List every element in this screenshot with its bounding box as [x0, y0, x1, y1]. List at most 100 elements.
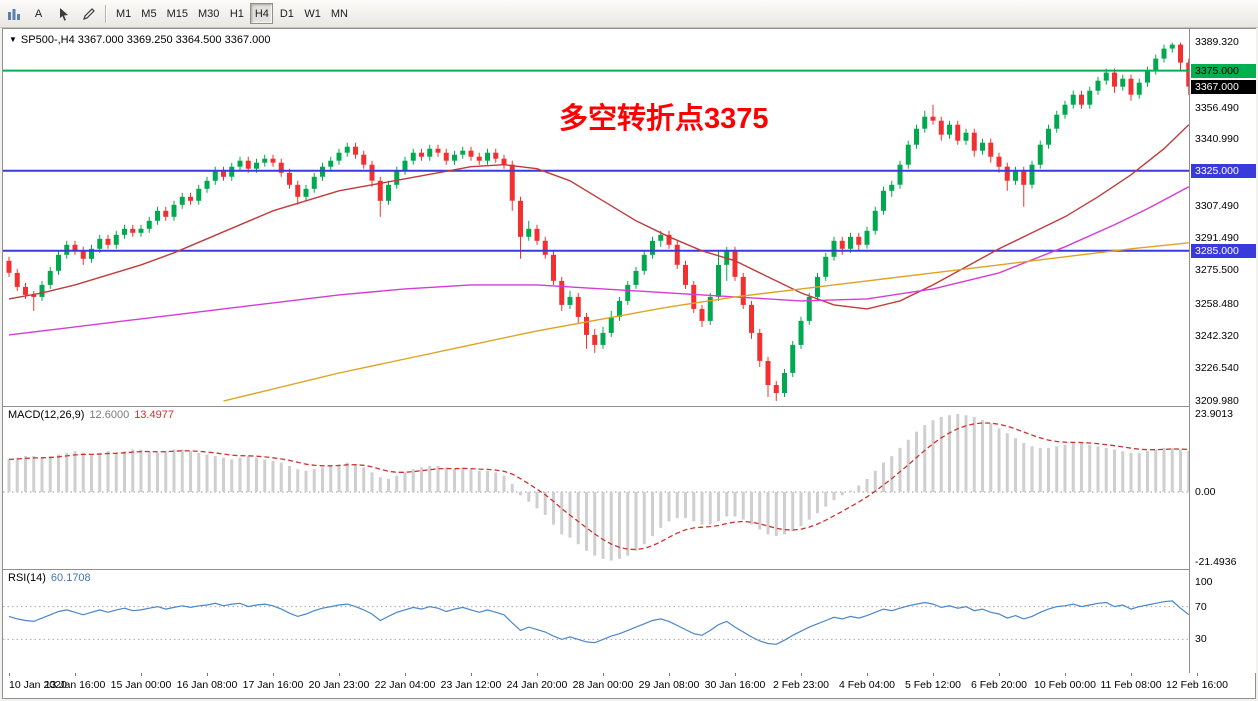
time-tick-label: 2 Feb 23:00 — [772, 679, 830, 691]
macd-panel[interactable] — [3, 406, 1191, 574]
time-tick-mark — [867, 673, 868, 676]
cursor-tool-button[interactable] — [52, 3, 75, 24]
time-tick-mark — [471, 673, 472, 676]
time-tick-mark — [1065, 673, 1066, 676]
draw-tool-button[interactable] — [77, 3, 100, 24]
price-panel[interactable] — [3, 29, 1192, 411]
price-level-badge-3375[interactable]: 3375.000 — [1191, 64, 1256, 78]
macd-label: MACD(12,26,9) 12.6000 13.4977 — [8, 409, 174, 421]
timeframe-button-d1[interactable]: D1 — [275, 3, 298, 24]
time-tick-label: 23 Jan 12:00 — [440, 679, 502, 691]
time-tick-mark — [1197, 673, 1198, 676]
timeframe-button-mn[interactable]: MN — [327, 3, 352, 24]
time-tick-mark — [207, 673, 208, 676]
time-tick-label: 20 Jan 23:00 — [308, 679, 370, 691]
price-tick-label: 3209.980 — [1195, 395, 1239, 408]
timeframe-button-w1[interactable]: W1 — [300, 3, 325, 24]
timeframe-button-h4[interactable]: H4 — [250, 3, 274, 24]
ma-magenta — [8, 186, 1190, 336]
chart-annotation-text[interactable]: 多空转折点3375 — [559, 103, 769, 135]
time-tick-label: 4 Feb 04:00 — [838, 679, 896, 691]
time-tick-label: 11 Feb 08:00 — [1100, 679, 1162, 691]
rsi-tick-label: 100 — [1195, 576, 1213, 588]
time-tick-label: 6 Feb 20:00 — [970, 679, 1028, 691]
macd-histogram-chart[interactable] — [3, 406, 1191, 569]
time-tick-mark — [999, 673, 1000, 676]
time-tick-label: 28 Jan 00:00 — [572, 679, 634, 691]
rsi-tick-label: 70 — [1195, 600, 1207, 613]
current-price-badge[interactable]: 3367.000 — [1191, 80, 1256, 94]
time-tick-mark — [405, 673, 406, 676]
price-tick-label: 3356.490 — [1195, 101, 1239, 114]
timeframe-button-h1[interactable]: H1 — [225, 3, 248, 24]
time-tick-label: 10 Jan 2020 — [9, 679, 67, 691]
rsi-line — [8, 600, 1190, 645]
charts-icon — [7, 8, 20, 20]
time-tick-mark — [933, 673, 934, 676]
price-tick-label: 3307.490 — [1195, 199, 1239, 212]
timeframe-toolbar: M1 M5 M15 M30 H1 H4 D1 W1 MN — [111, 3, 353, 24]
time-tick-label: 10 Feb 00:00 — [1034, 679, 1096, 691]
price-axis[interactable]: 3389.320 3356.490 3340.990 3307.490 3291.490… — [1189, 29, 1256, 673]
price-tick-label: 3275.500 — [1195, 263, 1239, 276]
chart-title: SP500-,H4 3367.000 3369.250 3364.500 336… — [9, 34, 271, 46]
time-tick-mark — [141, 673, 142, 676]
price-tick-label: 3389.320 — [1195, 35, 1239, 48]
time-tick-mark — [75, 673, 76, 676]
rsi-chart[interactable] — [3, 569, 1190, 673]
chart-menu-arrow-icon[interactable] — [9, 34, 21, 46]
macd-tick-label: 23.9013 — [1195, 407, 1233, 420]
chart-title-text: SP500-,H4 3367.000 3369.250 3364.500 336… — [20, 34, 271, 46]
cursor-icon — [59, 7, 68, 21]
macd-signal-line — [8, 422, 1189, 551]
price-tick-label: 3242.320 — [1195, 330, 1239, 343]
time-tick-label: 12 Feb 16:00 — [1166, 679, 1228, 691]
time-tick-mark — [669, 673, 670, 676]
panel-separator[interactable] — [3, 406, 1255, 407]
text-tool-button[interactable]: A — [27, 3, 50, 24]
time-tick-label: 17 Jan 16:00 — [242, 679, 304, 691]
price-level-badge-3285[interactable]: 3285.000 — [1191, 244, 1256, 258]
timeframe-button-m1[interactable]: M1 — [112, 3, 135, 24]
charts-icon-button[interactable] — [2, 3, 25, 24]
timeframe-button-m15[interactable]: M15 — [163, 3, 192, 24]
time-tick-mark — [603, 673, 604, 676]
pencil-icon — [82, 7, 95, 20]
price-tick-label: 3291.490 — [1195, 231, 1239, 244]
time-tick-label: 16 Jan 08:00 — [176, 679, 238, 691]
macd-name: MACD(12,26,9) — [8, 409, 85, 421]
rsi-tick-label: 30 — [1195, 633, 1207, 646]
macd-tick-label: 0.00 — [1195, 486, 1216, 498]
time-tick-mark — [9, 673, 10, 676]
price-tick-label: 3340.990 — [1195, 132, 1239, 145]
timeframe-button-m30[interactable]: M30 — [194, 3, 223, 24]
time-tick-label: 29 Jan 08:00 — [638, 679, 700, 691]
time-tick-mark — [537, 673, 538, 676]
time-tick-mark — [273, 673, 274, 676]
time-tick-mark — [735, 673, 736, 676]
panel-separator[interactable] — [3, 569, 1255, 570]
rsi-panel[interactable] — [3, 569, 1190, 678]
time-tick-mark — [339, 673, 340, 676]
macd-value-signal: 13.4977 — [134, 409, 174, 421]
time-tick-label: 13 Jan 16:00 — [44, 679, 106, 691]
macd-tick-label: -21.4936 — [1195, 556, 1237, 569]
time-tick-label: 30 Jan 16:00 — [704, 679, 766, 691]
price-tick-label: 3226.540 — [1195, 361, 1239, 374]
time-tick-mark — [801, 673, 802, 676]
time-axis[interactable]: 10 Jan 2020 13 Jan 16:00 15 Jan 00:00 16 Ja… — [3, 673, 1255, 698]
candlestick-chart[interactable] — [3, 29, 1192, 406]
time-tick-label: 22 Jan 04:00 — [374, 679, 436, 691]
macd-value-main: 12.6000 — [89, 409, 130, 421]
toolbar-separator — [105, 4, 107, 23]
timeframe-button-m5[interactable]: M5 — [137, 3, 160, 24]
price-level-badge-3325[interactable]: 3325.000 — [1191, 164, 1256, 178]
chart-window[interactable]: SP500-,H4 3367.000 3369.250 3364.500 336… — [2, 28, 1256, 699]
rsi-label: RSI(14) 60.1708 — [8, 572, 91, 584]
ma-orange — [223, 242, 1189, 402]
rsi-name: RSI(14) — [8, 572, 46, 584]
top-toolbar: A M1 M5 M15 M30 H1 H4 D1 W1 MN — [0, 0, 1258, 28]
text-tool-label: A — [34, 7, 43, 20]
time-tick-label: 5 Feb 12:00 — [904, 679, 962, 691]
time-tick-label: 24 Jan 20:00 — [506, 679, 568, 691]
